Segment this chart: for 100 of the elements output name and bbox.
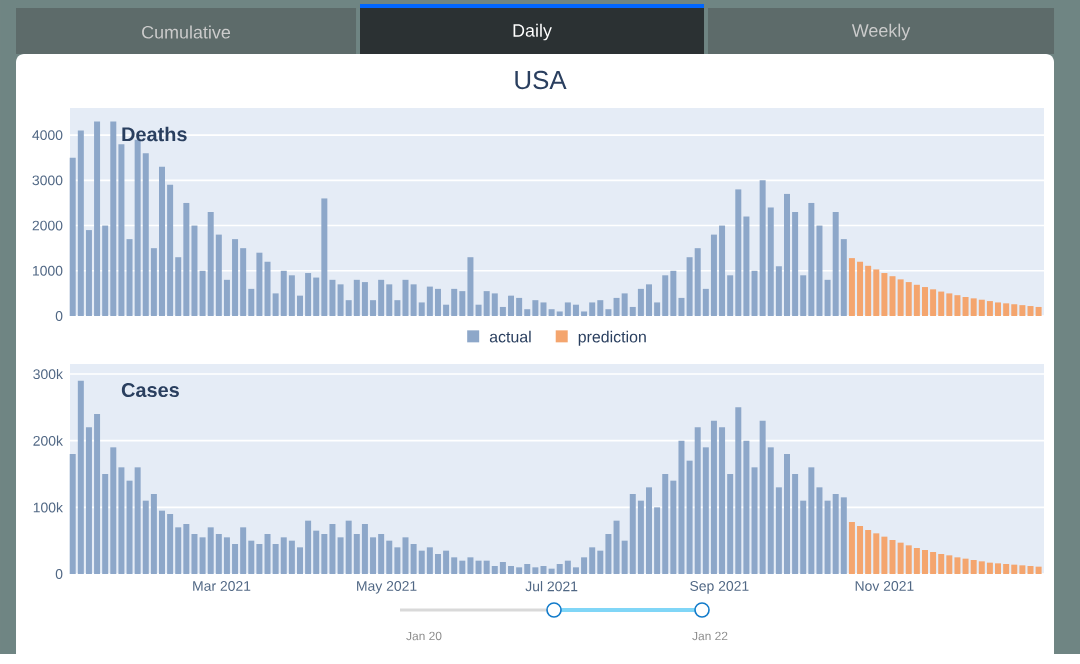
bar: [897, 542, 904, 574]
bar: [443, 550, 450, 574]
bar: [621, 293, 628, 316]
bar: [402, 279, 409, 316]
bar: [848, 522, 855, 574]
bar: [962, 558, 969, 574]
bar: [150, 494, 157, 574]
bar: [995, 563, 1002, 574]
bar: [662, 474, 669, 574]
bar: [881, 273, 888, 316]
bar: [426, 286, 433, 316]
bar: [77, 130, 84, 316]
bar: [995, 302, 1002, 316]
bar: [223, 537, 230, 574]
bar: [889, 276, 896, 316]
bar: [159, 166, 165, 316]
bar: [930, 552, 937, 574]
bar: [1019, 565, 1026, 574]
bar: [978, 561, 985, 574]
bar: [207, 527, 214, 574]
bar: [783, 193, 790, 316]
bar: [597, 300, 604, 316]
bar: [865, 530, 872, 574]
bar: [207, 212, 214, 316]
bar: [783, 454, 790, 574]
bar: [459, 560, 466, 574]
bar: [499, 562, 506, 574]
bar: [978, 299, 985, 316]
bar: [881, 536, 888, 574]
bar: [719, 427, 726, 574]
bar: [946, 293, 953, 316]
bar: [613, 520, 620, 574]
bar: [134, 467, 141, 574]
bar: [954, 295, 961, 316]
bar: [410, 544, 417, 574]
bar: [970, 560, 977, 574]
bar: [589, 302, 596, 316]
bar: [1027, 306, 1034, 316]
bar: [905, 545, 912, 574]
bar: [321, 198, 328, 316]
bar: [1011, 304, 1018, 316]
bar: [808, 202, 815, 316]
bar: [94, 414, 101, 574]
bar: [475, 560, 482, 574]
bar: [467, 557, 474, 574]
bar: [710, 420, 717, 574]
bar: [735, 407, 742, 574]
bar: [808, 467, 815, 574]
bar: [710, 234, 717, 316]
bar: [613, 297, 620, 316]
bar: [1003, 303, 1010, 316]
text: Cases: [121, 382, 179, 398]
bar: [662, 275, 669, 316]
bar: [483, 291, 490, 316]
bar: [646, 284, 652, 316]
bar: [986, 301, 993, 316]
bar: [670, 270, 677, 316]
bar: [516, 567, 523, 574]
bar: [378, 534, 385, 574]
bar: [572, 304, 579, 316]
bar: [848, 258, 855, 316]
bar: [167, 514, 174, 574]
bar: [1011, 564, 1018, 574]
bar: [540, 566, 547, 574]
bar: [305, 273, 312, 316]
bar: [832, 212, 839, 316]
bar: [94, 121, 101, 316]
bar: [361, 524, 368, 574]
bar: [556, 564, 563, 574]
bar: [629, 494, 636, 574]
bar: [110, 447, 117, 574]
bar: [913, 284, 920, 316]
bar: [564, 302, 571, 316]
bar: [857, 526, 864, 574]
bar: [451, 288, 458, 316]
text: Weekly: [851, 23, 911, 41]
bar: [378, 279, 385, 316]
bar: [329, 524, 336, 574]
bar: [954, 557, 961, 574]
bar: [840, 497, 847, 574]
bar: [719, 225, 726, 316]
bar: [305, 520, 312, 574]
bar: [759, 420, 766, 574]
bar: [694, 248, 701, 316]
bar: [426, 547, 433, 574]
bar: [1003, 564, 1010, 574]
bar: [77, 380, 84, 574]
bar: [637, 288, 644, 316]
bar: [694, 427, 701, 574]
bar: [183, 524, 190, 574]
bar: [1019, 305, 1026, 316]
bar: [215, 534, 222, 574]
bar: [183, 202, 190, 316]
bar: [361, 282, 368, 316]
chart-title: USA: [515, 70, 567, 90]
bar: [386, 540, 393, 574]
bar: [491, 293, 498, 316]
bar: [288, 540, 295, 574]
bar: [280, 270, 287, 316]
bar: [759, 180, 766, 316]
